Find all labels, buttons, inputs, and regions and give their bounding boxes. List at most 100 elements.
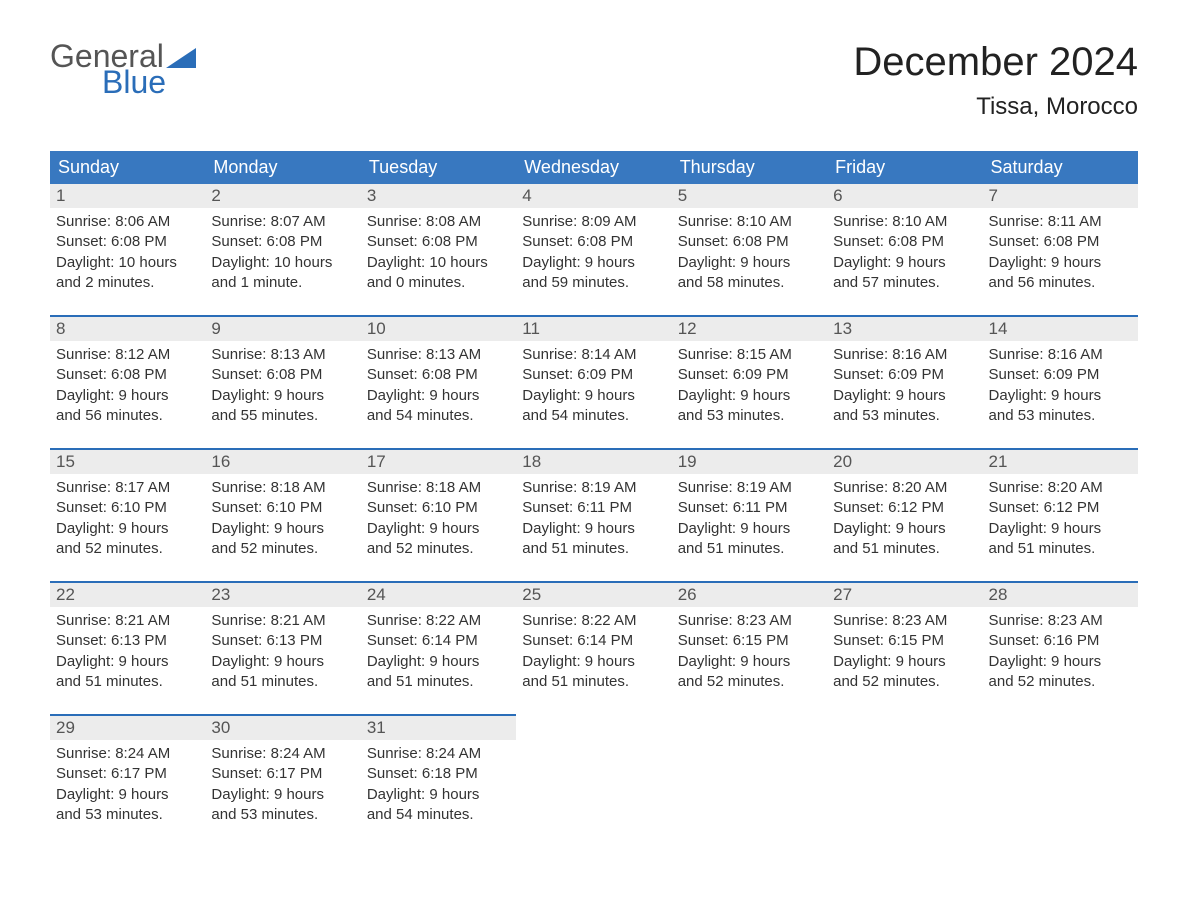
day-sunrise: Sunrise: 8:16 AM xyxy=(833,345,976,365)
day-d1: Daylight: 9 hours xyxy=(989,652,1132,672)
day-body: Sunrise: 8:23 AMSunset: 6:16 PMDaylight:… xyxy=(983,607,1138,714)
location: Tissa, Morocco xyxy=(853,93,1138,121)
day-body: Sunrise: 8:11 AMSunset: 6:08 PMDaylight:… xyxy=(983,208,1138,315)
day-sunrise: Sunrise: 8:24 AM xyxy=(367,744,510,764)
day-sunrise: Sunrise: 8:20 AM xyxy=(833,478,976,498)
day-number: 1 xyxy=(50,184,205,208)
calendar-cell xyxy=(827,714,982,847)
calendar-cell: 15Sunrise: 8:17 AMSunset: 6:10 PMDayligh… xyxy=(50,448,205,581)
day-d1: Daylight: 10 hours xyxy=(367,253,510,273)
day-sunset: Sunset: 6:09 PM xyxy=(678,365,821,385)
calendar-cell: 14Sunrise: 8:16 AMSunset: 6:09 PMDayligh… xyxy=(983,315,1138,448)
week-row: 22Sunrise: 8:21 AMSunset: 6:13 PMDayligh… xyxy=(50,581,1138,714)
day-number: 29 xyxy=(50,714,205,740)
day-number: 9 xyxy=(205,315,360,341)
day-body: Sunrise: 8:22 AMSunset: 6:14 PMDaylight:… xyxy=(361,607,516,714)
day-number: 4 xyxy=(516,184,671,208)
day-number: 14 xyxy=(983,315,1138,341)
day-sunset: Sunset: 6:17 PM xyxy=(56,764,199,784)
day-d1: Daylight: 9 hours xyxy=(833,386,976,406)
day-d2: and 58 minutes. xyxy=(678,273,821,293)
day-body: Sunrise: 8:13 AMSunset: 6:08 PMDaylight:… xyxy=(361,341,516,448)
calendar-cell: 18Sunrise: 8:19 AMSunset: 6:11 PMDayligh… xyxy=(516,448,671,581)
day-d1: Daylight: 10 hours xyxy=(211,253,354,273)
day-sunrise: Sunrise: 8:09 AM xyxy=(522,212,665,232)
day-number: 11 xyxy=(516,315,671,341)
day-sunrise: Sunrise: 8:18 AM xyxy=(211,478,354,498)
day-sunrise: Sunrise: 8:13 AM xyxy=(367,345,510,365)
day-body: Sunrise: 8:07 AMSunset: 6:08 PMDaylight:… xyxy=(205,208,360,315)
day-d1: Daylight: 9 hours xyxy=(367,519,510,539)
day-number: 31 xyxy=(361,714,516,740)
day-sunrise: Sunrise: 8:23 AM xyxy=(678,611,821,631)
day-body: Sunrise: 8:15 AMSunset: 6:09 PMDaylight:… xyxy=(672,341,827,448)
day-number: 21 xyxy=(983,448,1138,474)
day-d2: and 53 minutes. xyxy=(833,406,976,426)
day-sunset: Sunset: 6:08 PM xyxy=(211,365,354,385)
day-sunrise: Sunrise: 8:19 AM xyxy=(678,478,821,498)
day-number: 18 xyxy=(516,448,671,474)
week-row: 29Sunrise: 8:24 AMSunset: 6:17 PMDayligh… xyxy=(50,714,1138,847)
month-title: December 2024 xyxy=(853,40,1138,85)
day-body: Sunrise: 8:24 AMSunset: 6:18 PMDaylight:… xyxy=(361,740,516,847)
day-sunset: Sunset: 6:16 PM xyxy=(989,631,1132,651)
day-d1: Daylight: 9 hours xyxy=(56,785,199,805)
calendar-cell xyxy=(983,714,1138,847)
calendar-cell: 26Sunrise: 8:23 AMSunset: 6:15 PMDayligh… xyxy=(672,581,827,714)
day-d2: and 51 minutes. xyxy=(56,672,199,692)
day-body: Sunrise: 8:18 AMSunset: 6:10 PMDaylight:… xyxy=(361,474,516,581)
day-header-thursday: Thursday xyxy=(672,151,827,184)
day-sunrise: Sunrise: 8:22 AM xyxy=(522,611,665,631)
day-d2: and 51 minutes. xyxy=(522,672,665,692)
day-number: 19 xyxy=(672,448,827,474)
calendar-cell: 1Sunrise: 8:06 AMSunset: 6:08 PMDaylight… xyxy=(50,184,205,315)
day-d1: Daylight: 9 hours xyxy=(367,652,510,672)
day-number: 20 xyxy=(827,448,982,474)
day-number: 25 xyxy=(516,581,671,607)
day-sunset: Sunset: 6:08 PM xyxy=(211,232,354,252)
day-d2: and 51 minutes. xyxy=(678,539,821,559)
day-number: 22 xyxy=(50,581,205,607)
day-sunset: Sunset: 6:10 PM xyxy=(211,498,354,518)
day-number: 24 xyxy=(361,581,516,607)
day-sunrise: Sunrise: 8:22 AM xyxy=(367,611,510,631)
day-d2: and 54 minutes. xyxy=(367,805,510,825)
day-header-sunday: Sunday xyxy=(50,151,205,184)
logo-text-blue: Blue xyxy=(102,66,196,98)
day-d1: Daylight: 9 hours xyxy=(211,652,354,672)
day-sunset: Sunset: 6:08 PM xyxy=(522,232,665,252)
day-d2: and 54 minutes. xyxy=(522,406,665,426)
day-number: 13 xyxy=(827,315,982,341)
day-body: Sunrise: 8:22 AMSunset: 6:14 PMDaylight:… xyxy=(516,607,671,714)
day-header-monday: Monday xyxy=(205,151,360,184)
day-d1: Daylight: 9 hours xyxy=(522,652,665,672)
day-sunrise: Sunrise: 8:17 AM xyxy=(56,478,199,498)
calendar-cell: 2Sunrise: 8:07 AMSunset: 6:08 PMDaylight… xyxy=(205,184,360,315)
day-sunset: Sunset: 6:13 PM xyxy=(211,631,354,651)
day-body: Sunrise: 8:24 AMSunset: 6:17 PMDaylight:… xyxy=(205,740,360,847)
day-sunset: Sunset: 6:14 PM xyxy=(367,631,510,651)
day-body: Sunrise: 8:24 AMSunset: 6:17 PMDaylight:… xyxy=(50,740,205,847)
day-d2: and 53 minutes. xyxy=(989,406,1132,426)
day-sunset: Sunset: 6:08 PM xyxy=(56,365,199,385)
day-d1: Daylight: 9 hours xyxy=(989,386,1132,406)
day-body: Sunrise: 8:19 AMSunset: 6:11 PMDaylight:… xyxy=(672,474,827,581)
day-d2: and 59 minutes. xyxy=(522,273,665,293)
calendar-cell: 8Sunrise: 8:12 AMSunset: 6:08 PMDaylight… xyxy=(50,315,205,448)
calendar-cell: 29Sunrise: 8:24 AMSunset: 6:17 PMDayligh… xyxy=(50,714,205,847)
day-sunset: Sunset: 6:08 PM xyxy=(367,232,510,252)
day-number: 8 xyxy=(50,315,205,341)
day-body: Sunrise: 8:08 AMSunset: 6:08 PMDaylight:… xyxy=(361,208,516,315)
day-d1: Daylight: 9 hours xyxy=(678,519,821,539)
day-d1: Daylight: 9 hours xyxy=(678,386,821,406)
day-d2: and 57 minutes. xyxy=(833,273,976,293)
day-number: 2 xyxy=(205,184,360,208)
day-number: 23 xyxy=(205,581,360,607)
calendar-cell: 24Sunrise: 8:22 AMSunset: 6:14 PMDayligh… xyxy=(361,581,516,714)
day-sunrise: Sunrise: 8:24 AM xyxy=(56,744,199,764)
day-sunrise: Sunrise: 8:18 AM xyxy=(367,478,510,498)
day-sunset: Sunset: 6:17 PM xyxy=(211,764,354,784)
day-d2: and 0 minutes. xyxy=(367,273,510,293)
day-d1: Daylight: 9 hours xyxy=(367,785,510,805)
day-number: 26 xyxy=(672,581,827,607)
